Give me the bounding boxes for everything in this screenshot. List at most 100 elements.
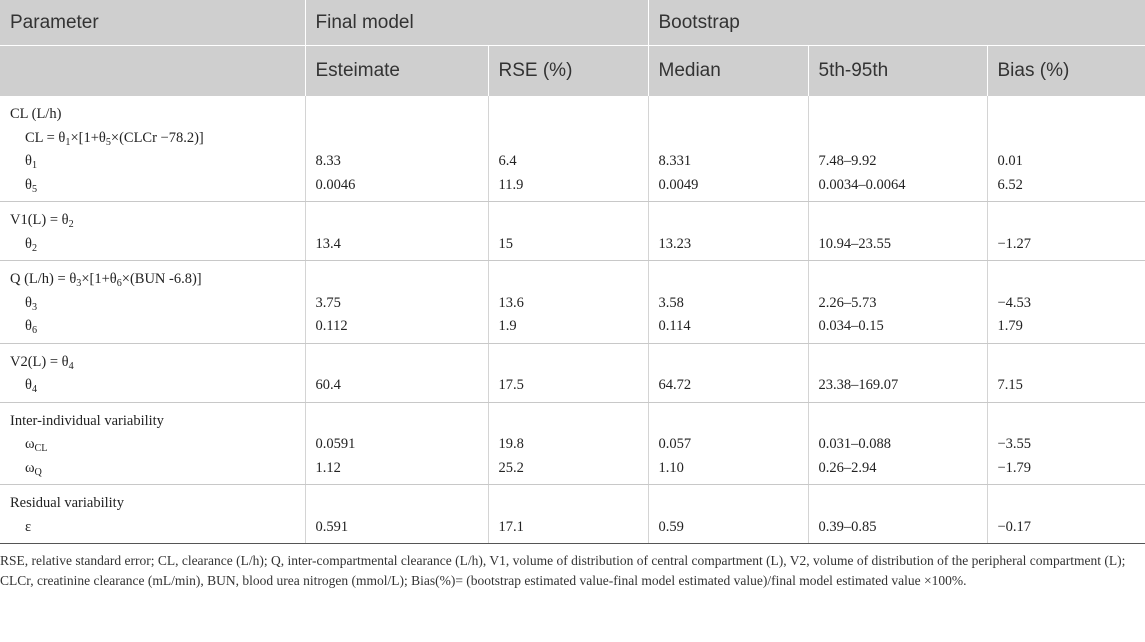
estimate-value: 1.12: [315, 459, 341, 476]
parameter-cell: V1(L) = θ2 θ2: [0, 201, 306, 261]
subscript: 4: [68, 360, 74, 372]
estimate-value: 0.112: [315, 318, 348, 334]
median-value-cell: 0.057 1.10: [648, 402, 809, 485]
bias-value-cell: 7.15: [987, 343, 1145, 403]
estimate-value: [316, 103, 488, 127]
label-text: θ: [25, 318, 32, 334]
subscript: 1: [65, 136, 71, 148]
bias-value: 6.52: [997, 176, 1023, 193]
percentile-value-cell: 10.94–23.55: [808, 201, 988, 261]
median-value: 0.057: [658, 436, 692, 452]
rse-value-cell: 17.5: [488, 343, 649, 403]
estimate-value: 0.0046: [315, 176, 356, 193]
bias-value: [998, 127, 1145, 151]
percentile-value: 23.38–169.07: [818, 377, 899, 393]
parameter-cell: CL (L/h) CL = θ1×[1+θ5×(CLCr −78.2)] θ1 θ5: [0, 96, 306, 202]
bias-value: −1.27: [997, 235, 1032, 252]
subscript: 3: [76, 278, 82, 290]
parameter-label: θ4: [10, 374, 305, 398]
bias-value: [998, 351, 1145, 375]
rse-value: [499, 209, 648, 233]
bias-value: [998, 410, 1145, 434]
bias-value: [998, 103, 1145, 127]
estimate-value: 3.75: [315, 294, 341, 311]
label-text: V1(L) = θ: [10, 212, 69, 228]
estimate-value-cell: 0.0591 1.12: [305, 402, 489, 485]
header-bias: Bias (%): [987, 45, 1145, 96]
parameter-label: θ6: [10, 315, 305, 339]
subscript: 2: [31, 242, 38, 254]
table-body: CL (L/h) CL = θ1×[1+θ5×(CLCr −78.2)] θ1 θ5 …: [0, 96, 1145, 544]
bias-value: [998, 492, 1145, 516]
label-text: Q (L/h) = θ: [10, 271, 77, 287]
percentile-value: 0.034–0.15: [818, 318, 884, 334]
parameter-label: Residual variability: [10, 492, 305, 516]
rse-value: [499, 103, 648, 127]
bias-value: 1.79: [997, 318, 1023, 334]
bias-value: 0.01: [997, 153, 1023, 169]
table-row: Q (L/h) = θ3×[1+θ6×(BUN -6.8)] θ3 θ6 3.75 0…: [0, 260, 1145, 344]
rse-value: 6.4: [498, 153, 517, 169]
parameter-label: CL (L/h): [10, 103, 305, 127]
header-final-model: Final model: [305, 0, 649, 46]
label-text: ×(CLCr −78.2)]: [110, 129, 204, 146]
rse-value: 17.1: [498, 518, 524, 535]
median-value: 0.114: [658, 318, 691, 334]
label-text: Inter-individual variability: [10, 412, 164, 429]
subscript: 3: [31, 301, 38, 313]
estimate-value: 13.4: [315, 235, 341, 252]
rse-value: 11.9: [498, 176, 524, 193]
header-blank: [0, 45, 306, 96]
estimate-value: [316, 268, 488, 292]
rse-value-cell: 17.1: [488, 484, 649, 544]
subscript: 6: [31, 325, 38, 337]
percentile-value: 10.94–23.55: [818, 235, 892, 252]
estimate-value: 60.4: [315, 377, 341, 393]
parameter-label: V1(L) = θ2: [10, 209, 305, 233]
rse-value-cell: 19.8 25.2: [488, 402, 649, 485]
rse-value-cell: 13.6 1.9: [488, 260, 649, 344]
estimate-value: [316, 492, 488, 516]
median-value: [659, 492, 808, 516]
label-text: θ: [25, 235, 32, 252]
percentile-value-cell: 0.39–0.85: [808, 484, 988, 544]
table-row: V1(L) = θ2 θ2 13.4 15 13.23 10.94–23.55 −…: [0, 201, 1145, 261]
estimate-value-cell: 13.4: [305, 201, 489, 261]
median-value-cell: 0.59: [648, 484, 809, 544]
median-value: [659, 351, 808, 375]
rse-value: [499, 268, 648, 292]
parameter-cell: Q (L/h) = θ3×[1+θ6×(BUN -6.8)] θ3 θ6: [0, 260, 306, 344]
median-value-cell: 64.72: [648, 343, 809, 403]
estimate-value: [316, 209, 488, 233]
bias-value: [998, 268, 1145, 292]
parameter-label: θ3: [10, 292, 305, 316]
rse-value: [499, 127, 648, 151]
bias-value: [998, 209, 1145, 233]
label-text: ε: [25, 518, 32, 535]
parameter-label: θ1: [10, 150, 305, 174]
parameter-label: θ5: [10, 174, 305, 198]
parameter-label: ωQ: [10, 457, 305, 481]
header-parameter: Parameter: [0, 0, 306, 46]
table-row: CL (L/h) CL = θ1×[1+θ5×(CLCr −78.2)] θ1 θ5 …: [0, 96, 1145, 202]
median-value: [659, 209, 808, 233]
parameter-label: θ2: [10, 233, 305, 257]
parameter-cell: V2(L) = θ4 θ4: [0, 343, 306, 403]
table-footnote: RSE, relative standard error; CL, cleara…: [0, 553, 1126, 588]
percentile-value: 0.39–0.85: [818, 518, 877, 535]
bias-value: −4.53: [997, 294, 1032, 311]
bias-value: −3.55: [997, 436, 1032, 452]
percentile-value-cell: 0.031–0.088 0.26–2.94: [808, 402, 988, 485]
label-text: θ: [25, 176, 32, 193]
estimate-value-cell: 0.591: [305, 484, 489, 544]
percentile-value: [819, 492, 987, 516]
rse-value-cell: 15: [488, 201, 649, 261]
estimate-value: [316, 351, 488, 375]
label-text: θ: [25, 153, 32, 169]
percentile-value-cell: 7.48–9.92 0.0034–0.0064: [808, 96, 988, 202]
bias-value-cell: −0.17: [987, 484, 1145, 544]
bias-value-cell: −1.27: [987, 201, 1145, 261]
bias-value: −0.17: [997, 518, 1032, 535]
header-rse: RSE (%): [488, 45, 649, 96]
subscript: 6: [116, 278, 122, 290]
